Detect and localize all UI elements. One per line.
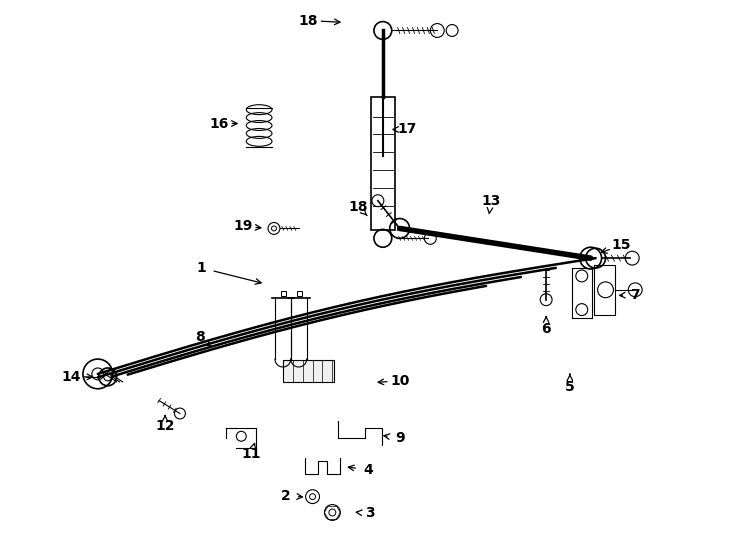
Text: 19: 19 bbox=[233, 219, 253, 233]
Text: 8: 8 bbox=[195, 330, 205, 345]
Text: 10: 10 bbox=[390, 374, 410, 388]
Text: 17: 17 bbox=[398, 123, 417, 137]
Text: 9: 9 bbox=[395, 431, 404, 446]
Text: 4: 4 bbox=[363, 463, 373, 477]
Text: 3: 3 bbox=[365, 507, 375, 521]
Text: 12: 12 bbox=[156, 420, 175, 434]
Text: 16: 16 bbox=[210, 117, 229, 131]
Text: 13: 13 bbox=[481, 194, 501, 208]
Text: 2: 2 bbox=[281, 489, 291, 503]
Bar bbox=[283, 360, 335, 382]
Text: 6: 6 bbox=[542, 322, 551, 336]
Text: 5: 5 bbox=[565, 380, 575, 394]
Bar bbox=[281, 291, 286, 296]
Text: 1: 1 bbox=[197, 261, 206, 275]
Bar bbox=[371, 97, 395, 231]
Bar bbox=[297, 291, 302, 296]
Text: 14: 14 bbox=[62, 370, 81, 384]
Text: 7: 7 bbox=[631, 288, 640, 302]
Text: 15: 15 bbox=[611, 238, 631, 252]
Text: 18: 18 bbox=[349, 200, 368, 214]
Text: 18: 18 bbox=[299, 14, 319, 28]
Text: 11: 11 bbox=[241, 447, 261, 461]
